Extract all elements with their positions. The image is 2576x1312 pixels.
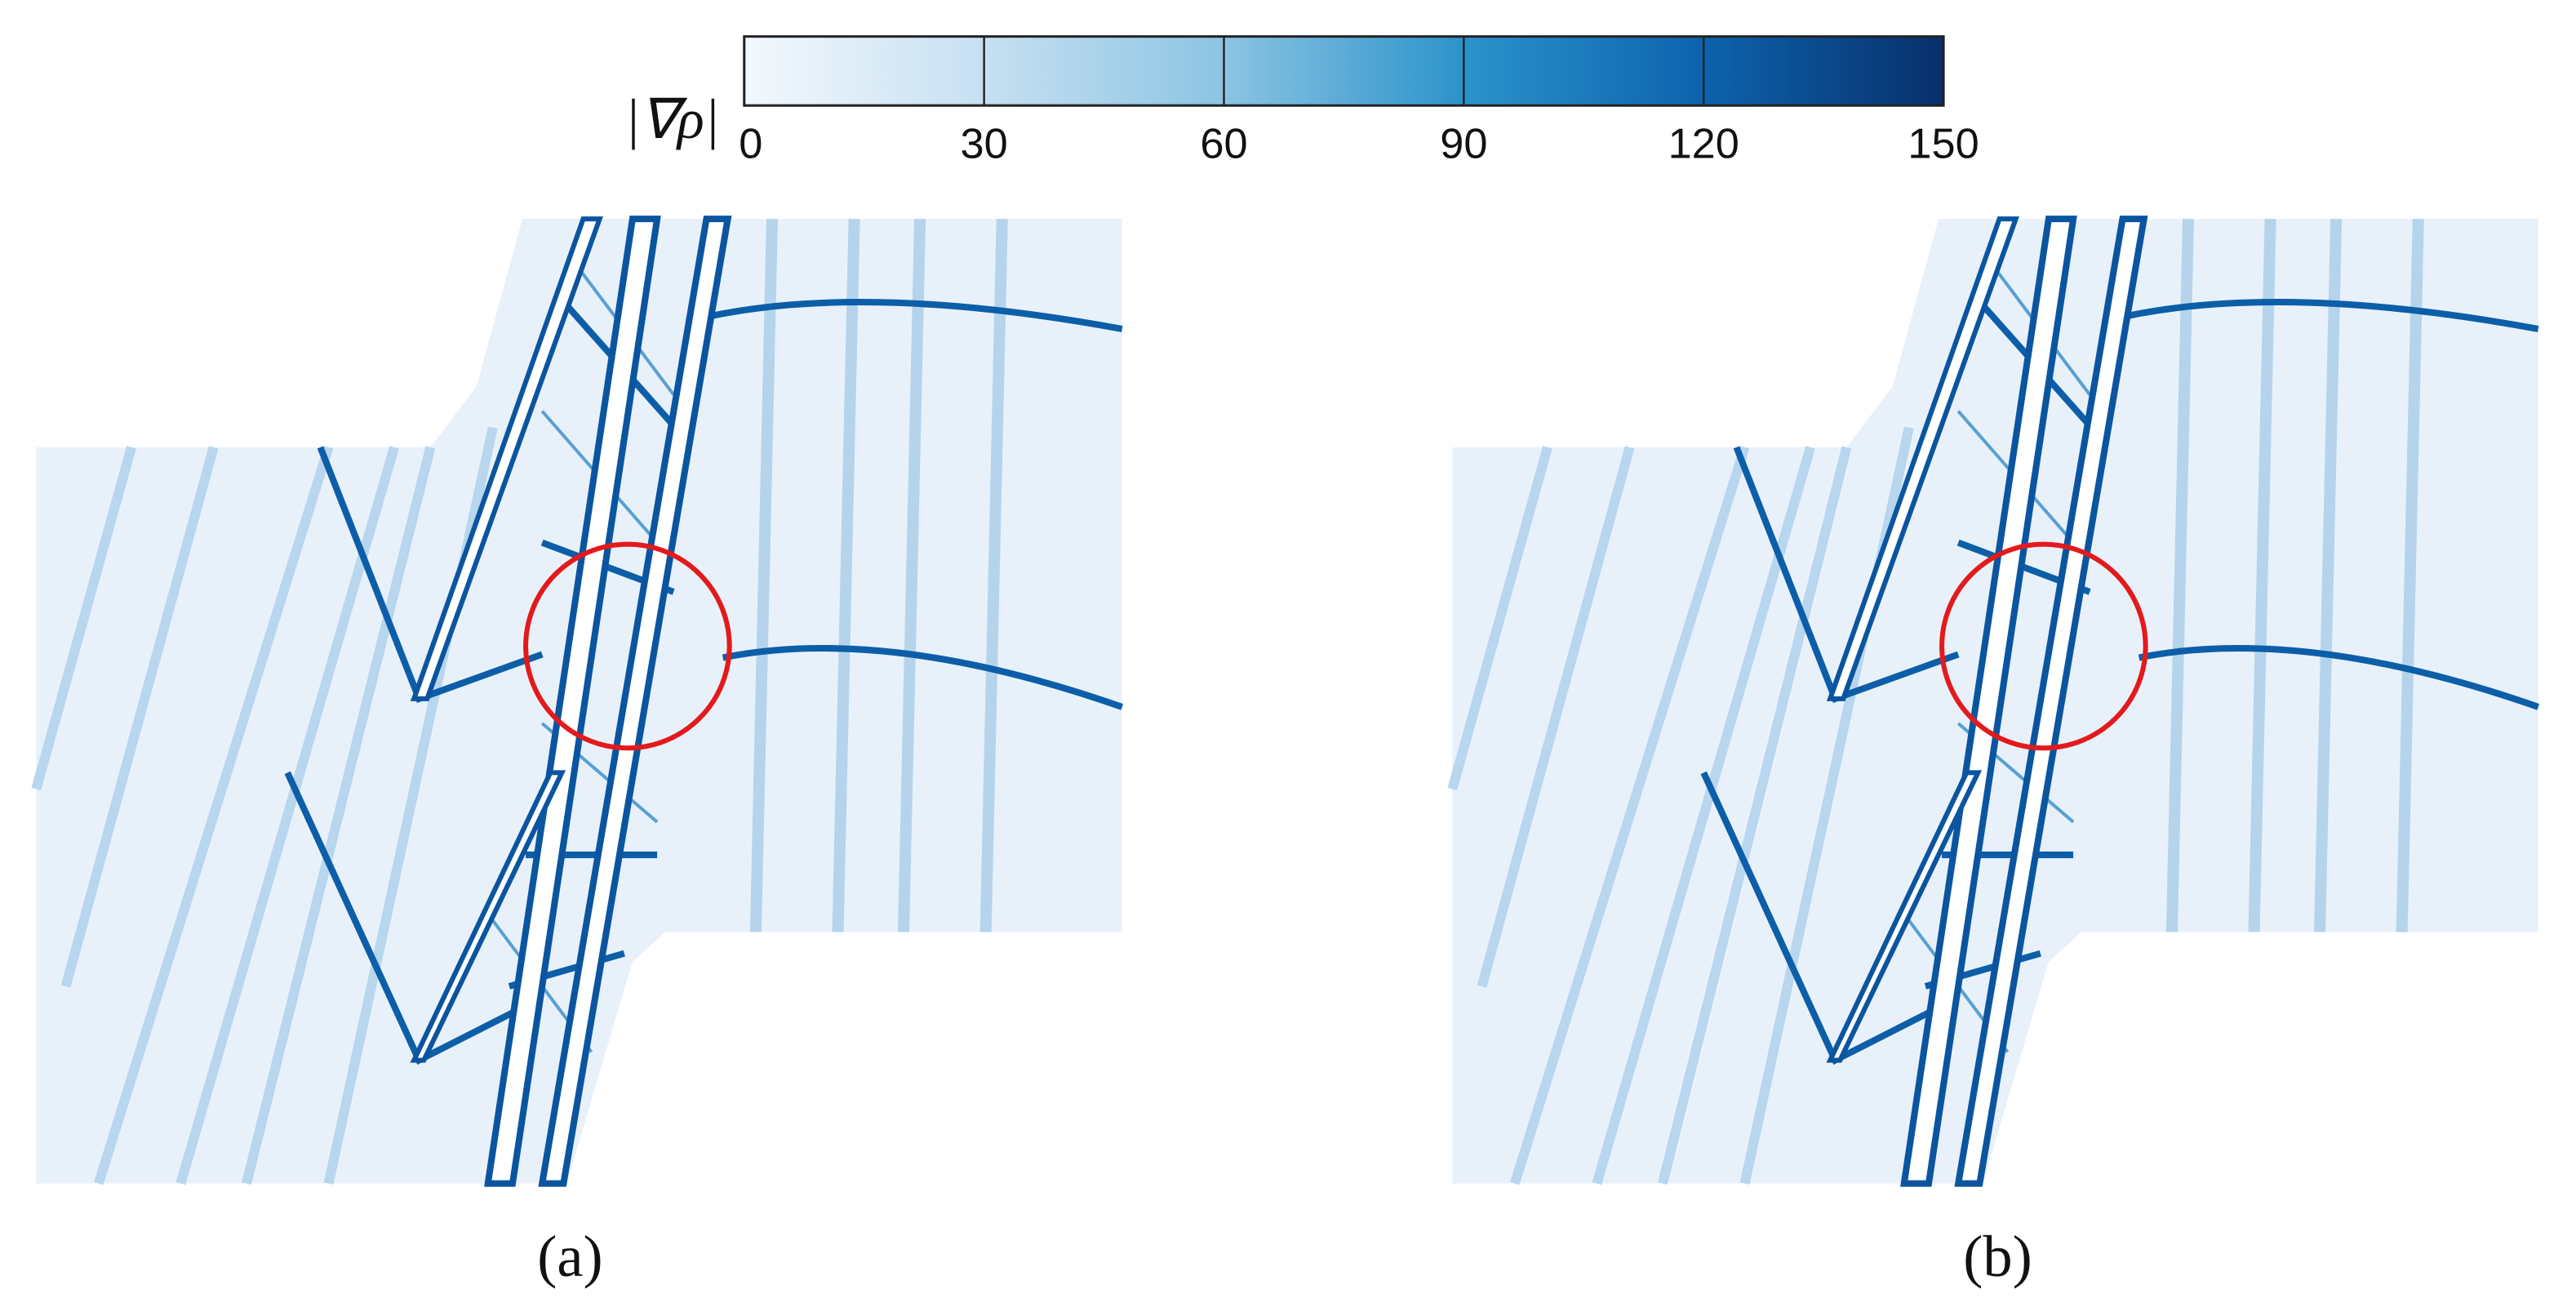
- wave: [94, 446, 334, 1185]
- wave: [31, 446, 136, 791]
- wave: [2248, 218, 2276, 932]
- wave: [2396, 218, 2424, 932]
- colorbar-tick-label: 0: [739, 120, 762, 167]
- wave: [2313, 218, 2343, 932]
- wave: [897, 218, 926, 932]
- wave: [242, 446, 436, 1185]
- wave: [1447, 446, 1552, 791]
- wave: [2165, 218, 2195, 932]
- blade: [538, 216, 732, 1187]
- wave: [749, 218, 779, 932]
- flow-field: [31, 216, 1124, 1187]
- colorbar-tick-label: 120: [1668, 120, 1739, 167]
- highlight-circle: [1939, 541, 2148, 751]
- panel-label: (b): [1963, 1223, 2032, 1289]
- colorbar-tick-label: 60: [1200, 120, 1247, 167]
- blade: [484, 216, 661, 1187]
- colorbar: [743, 35, 1945, 107]
- blade: [1826, 216, 2019, 701]
- wave: [979, 218, 1008, 932]
- colorbar-tick-label: 150: [1908, 120, 1979, 167]
- blade: [1826, 770, 1983, 1063]
- blade: [410, 770, 566, 1063]
- flow-field: [1447, 216, 2540, 1187]
- wave: [832, 218, 860, 932]
- wave: [1592, 446, 1815, 1185]
- wave: [175, 446, 399, 1185]
- colorbar-tick-label: 90: [1440, 120, 1487, 167]
- wave: [1477, 446, 1635, 988]
- panel-label: (a): [537, 1223, 602, 1289]
- wave: [1658, 446, 1852, 1185]
- blade: [410, 216, 603, 701]
- blade: [1954, 216, 2148, 1187]
- colorbar-label: |∇ρ|: [624, 88, 719, 150]
- wave: [1509, 446, 1750, 1185]
- blade: [1900, 216, 2077, 1187]
- wave: [60, 446, 219, 988]
- highlight-circle: [523, 541, 732, 751]
- colorbar-tick-label: 30: [961, 120, 1008, 167]
